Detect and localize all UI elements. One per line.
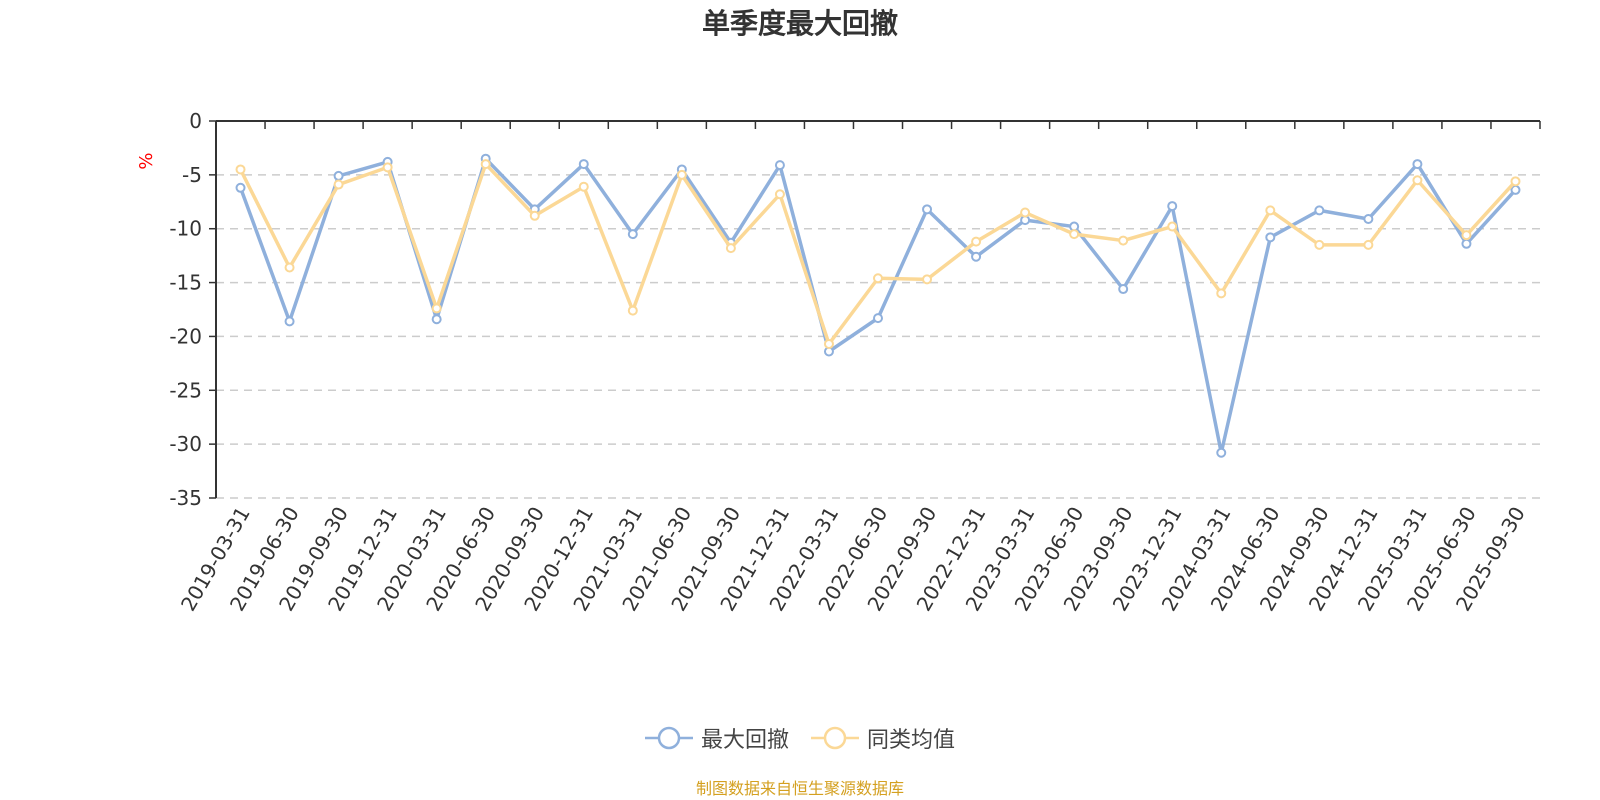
series-1-point xyxy=(1412,159,1423,170)
legend-label-series-2: 同类均值 xyxy=(867,728,956,753)
series-2-point xyxy=(235,164,246,175)
series-1-point xyxy=(578,159,589,170)
series-1-point xyxy=(431,314,442,325)
series-2-point xyxy=(1167,221,1178,232)
series-2-point xyxy=(1510,176,1521,187)
y-axis-unit-label: % xyxy=(136,152,157,169)
series-2-point xyxy=(1461,230,1472,241)
series-1-point xyxy=(1314,205,1325,216)
series-1-point xyxy=(627,229,638,240)
series-2-point xyxy=(284,262,295,273)
y-tick-label: -10 xyxy=(169,217,202,241)
legend-item-series-2[interactable]: 同类均值 xyxy=(811,722,955,754)
series-2-point xyxy=(480,159,491,170)
y-tick-label: -5 xyxy=(182,163,202,187)
series-2-point xyxy=(922,274,933,285)
series-1-point xyxy=(774,160,785,171)
series-2-point xyxy=(1314,239,1325,250)
series-2-point xyxy=(1216,288,1227,299)
series-2-point xyxy=(1363,239,1374,250)
series-1-point xyxy=(235,182,246,193)
series-2-point xyxy=(676,169,687,180)
legend-marker-series-2-icon xyxy=(811,726,859,750)
series-2-point xyxy=(1069,229,1080,240)
chart-title: 单季度最大回撤 xyxy=(701,7,898,40)
y-tick-label: -15 xyxy=(169,271,202,295)
grid-layer xyxy=(216,174,1540,499)
series-2-point xyxy=(1020,207,1031,218)
y-tick-label: -20 xyxy=(169,324,202,348)
series-2-point xyxy=(873,273,883,284)
series-layer xyxy=(235,153,1521,458)
series-2-point xyxy=(823,338,834,349)
series-2-point xyxy=(382,162,393,173)
legend-label-series-1: 最大回撤 xyxy=(700,728,789,753)
series-1-point xyxy=(873,313,883,324)
legend-marker-series-1-icon xyxy=(644,726,693,750)
series-1-point xyxy=(1265,232,1276,243)
series-2-point xyxy=(431,303,442,314)
series-2-point xyxy=(578,181,589,192)
series-2-point xyxy=(627,305,638,316)
series-line-1 xyxy=(238,156,1517,455)
y-tick-label: -30 xyxy=(169,432,202,456)
axis-layer: 0-5-10-15-20-25-30-352019-03-312019-06-3… xyxy=(169,109,1541,615)
series-2-point xyxy=(774,189,785,200)
series-1-point xyxy=(284,316,295,327)
series-1-point xyxy=(1167,201,1178,212)
y-tick-label: 0 xyxy=(189,109,202,133)
series-2-point xyxy=(1118,235,1129,246)
source-note: 制图数据来自恒生聚源数据库 xyxy=(695,779,904,798)
series-1-point xyxy=(971,251,982,262)
series-2-point xyxy=(1412,175,1423,186)
series-2-point xyxy=(971,236,982,247)
series-1-point xyxy=(1461,238,1472,249)
series-2-point xyxy=(529,210,540,221)
series-1-point xyxy=(1118,284,1129,295)
legend-item-series-1[interactable]: 最大回撤 xyxy=(644,722,789,754)
y-tick-label: -35 xyxy=(169,486,202,510)
series-1-point xyxy=(1216,447,1227,458)
series-1-point xyxy=(333,170,344,181)
series-2-point xyxy=(1265,205,1276,216)
series-2-point xyxy=(333,179,344,190)
series-1-point xyxy=(922,204,933,215)
y-tick-label: -25 xyxy=(169,378,202,402)
legend: 最大回撤 同类均值 xyxy=(0,722,1600,754)
series-1-point xyxy=(1510,184,1521,195)
series-2-point xyxy=(725,243,736,254)
series-1-point xyxy=(1363,214,1374,225)
